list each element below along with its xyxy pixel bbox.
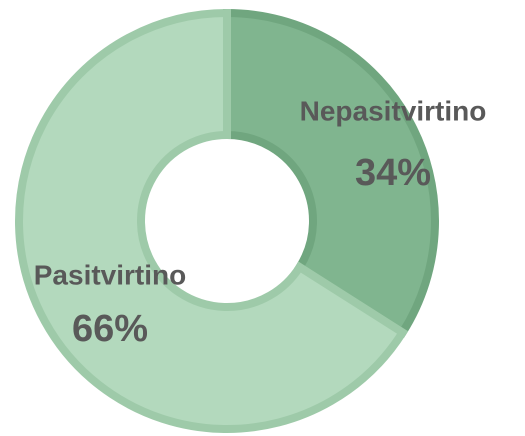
value-label: 34%: [355, 152, 431, 194]
donut-segment: [15, 8, 409, 433]
category-label: Nepasitvirtino: [300, 95, 487, 126]
donut-segment: [223, 8, 439, 338]
value-label: 66%: [72, 308, 148, 350]
category-label: Pasitvirtino: [34, 259, 186, 290]
